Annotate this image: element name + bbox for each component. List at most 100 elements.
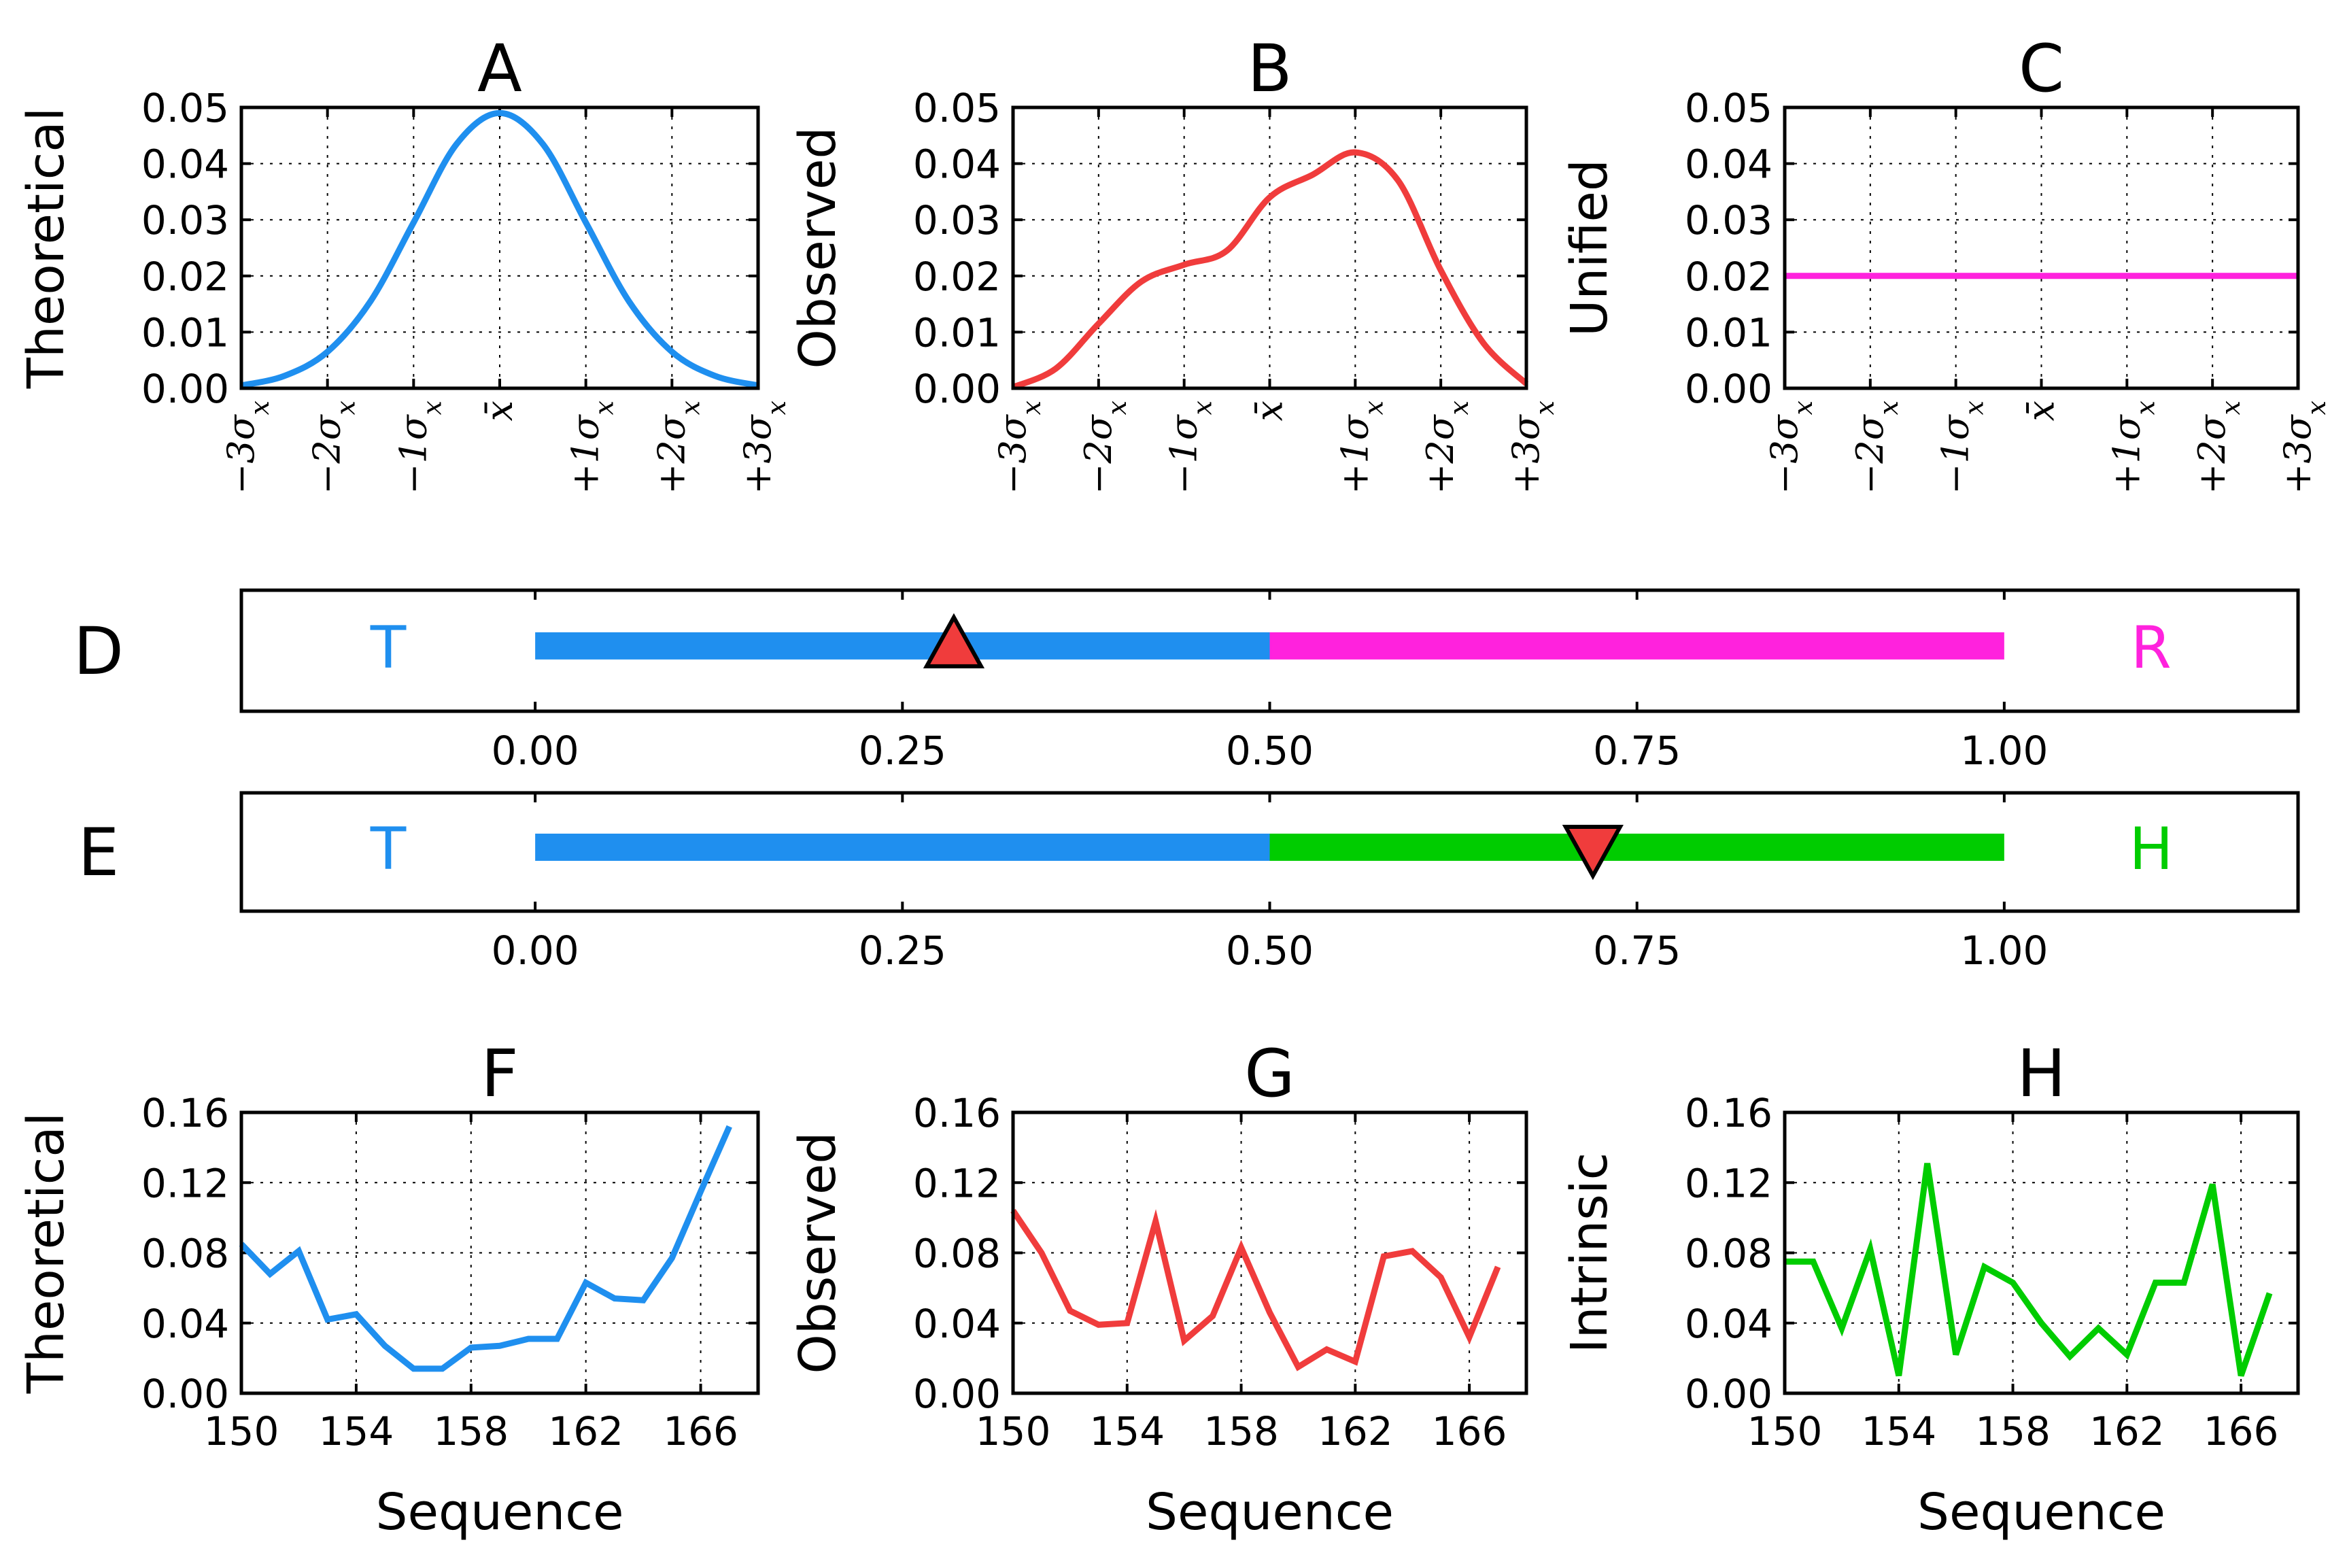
x-tick-subscript: x bbox=[1358, 400, 1388, 415]
x-tick-subscript: x bbox=[1874, 400, 1904, 415]
y-axis-label: Observed bbox=[789, 126, 847, 369]
y-tick-label: 0.00 bbox=[913, 366, 1001, 412]
plot-frame bbox=[239, 1110, 760, 1395]
y-tick-label: 0.01 bbox=[1685, 309, 1772, 356]
data-point bbox=[643, 1300, 644, 1301]
data-point bbox=[1355, 1361, 1356, 1362]
y-tick-label: 0.12 bbox=[141, 1160, 229, 1206]
x-tick-label: +2σx bbox=[2191, 400, 2246, 494]
data-point bbox=[1398, 180, 1399, 181]
data-point bbox=[1841, 1328, 1842, 1329]
x-tick-label: 158 bbox=[433, 1408, 509, 1454]
x-tick-label-text: −3σ bbox=[991, 413, 1034, 494]
x-tick-label: 1.00 bbox=[1960, 927, 2048, 974]
x-axis-label: Sequence bbox=[1146, 1483, 1394, 1541]
y-tick-label: 0.03 bbox=[913, 197, 1001, 243]
x-tick-label: 162 bbox=[2089, 1408, 2165, 1454]
y-tick-label: 0.04 bbox=[1685, 1301, 1772, 1347]
x-tick-label: −1σx bbox=[1934, 400, 1989, 494]
data-point bbox=[1955, 1354, 1956, 1355]
left-label: T bbox=[370, 614, 407, 682]
y-tick-label: 0.01 bbox=[913, 309, 1001, 356]
x-tick-label: 150 bbox=[1747, 1408, 1823, 1454]
x-tick-label: 158 bbox=[1975, 1408, 2051, 1454]
x-tick-label: −2σx bbox=[1077, 400, 1132, 494]
data-point bbox=[2098, 1328, 2099, 1329]
y-tick-label: 0.04 bbox=[141, 141, 229, 188]
panel-title: A bbox=[477, 31, 522, 107]
panel-e: E T H 0.00 0.25 0.50 0.75 1.00 bbox=[78, 791, 2300, 974]
plot-frame bbox=[1783, 1110, 2300, 1395]
data-point bbox=[1269, 197, 1270, 198]
y-tick-label: 0.02 bbox=[913, 254, 1001, 300]
y-axis-label: Theoretical bbox=[17, 1112, 75, 1394]
data-point bbox=[614, 1298, 615, 1299]
y-tick-label: 0.04 bbox=[1685, 141, 1772, 188]
data-point bbox=[700, 1191, 701, 1192]
x-tick-subscript: x bbox=[1530, 400, 1560, 415]
x-tick-label: x̄ bbox=[2020, 400, 2063, 421]
x-tick-label-text: +3σ bbox=[2276, 413, 2319, 494]
x-tick-label: 162 bbox=[548, 1408, 623, 1454]
x-tick-subscript: x bbox=[2130, 400, 2160, 415]
x-tick-label: 154 bbox=[1089, 1408, 1165, 1454]
data-point bbox=[470, 1347, 471, 1348]
data-point bbox=[2155, 1282, 2156, 1283]
panel-c: C0.000.010.020.030.040.05−3σx−2σx−1σx x̄+… bbox=[1560, 31, 2330, 494]
x-tick-label-text: +2σ bbox=[1419, 413, 1462, 494]
plot-frame bbox=[1011, 105, 1528, 390]
panel-title: C bbox=[2019, 31, 2064, 107]
y-tick-label: 0.08 bbox=[913, 1231, 1001, 1277]
data-point bbox=[528, 1338, 529, 1339]
y-tick-label: 0.08 bbox=[1685, 1231, 1772, 1277]
data-point bbox=[442, 1368, 443, 1369]
data-point bbox=[1326, 1349, 1327, 1350]
x-tick-subscript: x bbox=[675, 400, 705, 415]
x-tick-label-text: −2σ bbox=[306, 413, 349, 494]
x-tick-label-text: −1σ bbox=[1934, 413, 1977, 494]
x-tick-label-text: +1σ bbox=[564, 413, 607, 494]
y-tick-label: 0.12 bbox=[913, 1160, 1001, 1206]
x-tick-subscript: x bbox=[2216, 400, 2246, 415]
y-tick-label: 0.05 bbox=[141, 85, 229, 131]
y-tick-label: 0.00 bbox=[141, 1371, 229, 1417]
x-tick-label: 0.00 bbox=[492, 728, 579, 774]
x-tick-label-text: +1σ bbox=[2105, 413, 2148, 494]
y-tick-label: 0.00 bbox=[1685, 366, 1772, 412]
x-tick-label: +3σx bbox=[2276, 400, 2330, 494]
data-point bbox=[1355, 152, 1356, 153]
x-tick-label: 0.75 bbox=[1593, 927, 1681, 974]
x-tick-label: −3σx bbox=[220, 400, 275, 494]
x-tick-subscript: x bbox=[1188, 400, 1218, 415]
y-tick-label: 0.04 bbox=[913, 141, 1001, 188]
panel-b: B0.000.010.020.030.040.05−3σx−2σx−1σx x̄+… bbox=[789, 31, 1560, 494]
data-point bbox=[1069, 1310, 1070, 1311]
x-tick-label: −1σx bbox=[1163, 400, 1218, 494]
x-tick-label: 1.00 bbox=[1960, 728, 2048, 774]
x-tick-label-text: −3σ bbox=[1763, 413, 1806, 494]
y-tick-label: 0.16 bbox=[141, 1090, 229, 1136]
right-label: R bbox=[2131, 614, 2172, 682]
panel-title: G bbox=[1244, 1036, 1295, 1112]
y-tick-label: 0.16 bbox=[1685, 1090, 1772, 1136]
x-tick-subscript: x bbox=[2301, 400, 2330, 415]
y-tick-label: 0.04 bbox=[913, 1301, 1001, 1347]
x-axis-label: Sequence bbox=[1917, 1483, 2165, 1541]
x-tick-label: 0.00 bbox=[492, 927, 579, 974]
x-tick-label-text: x̄ bbox=[478, 400, 521, 421]
x-tick-label: −2σx bbox=[306, 400, 361, 494]
x-tick-subscript: x bbox=[1102, 400, 1132, 415]
x-tick-label-text: −2σ bbox=[1077, 413, 1120, 494]
data-point bbox=[1041, 1252, 1042, 1253]
data-point bbox=[2184, 1282, 2185, 1283]
series-line bbox=[1012, 149, 1529, 390]
x-tick-label: −3σx bbox=[991, 400, 1046, 494]
x-tick-label: 166 bbox=[663, 1408, 738, 1454]
data-point bbox=[585, 1282, 586, 1283]
x-tick-label-text: −2σ bbox=[1849, 413, 1891, 494]
panel-title: B bbox=[1248, 31, 1292, 107]
x-tick-label-text: +1σ bbox=[1333, 413, 1376, 494]
y-tick-label: 0.03 bbox=[1685, 197, 1772, 243]
series-line bbox=[1785, 1163, 2273, 1377]
data-point bbox=[729, 1126, 730, 1127]
